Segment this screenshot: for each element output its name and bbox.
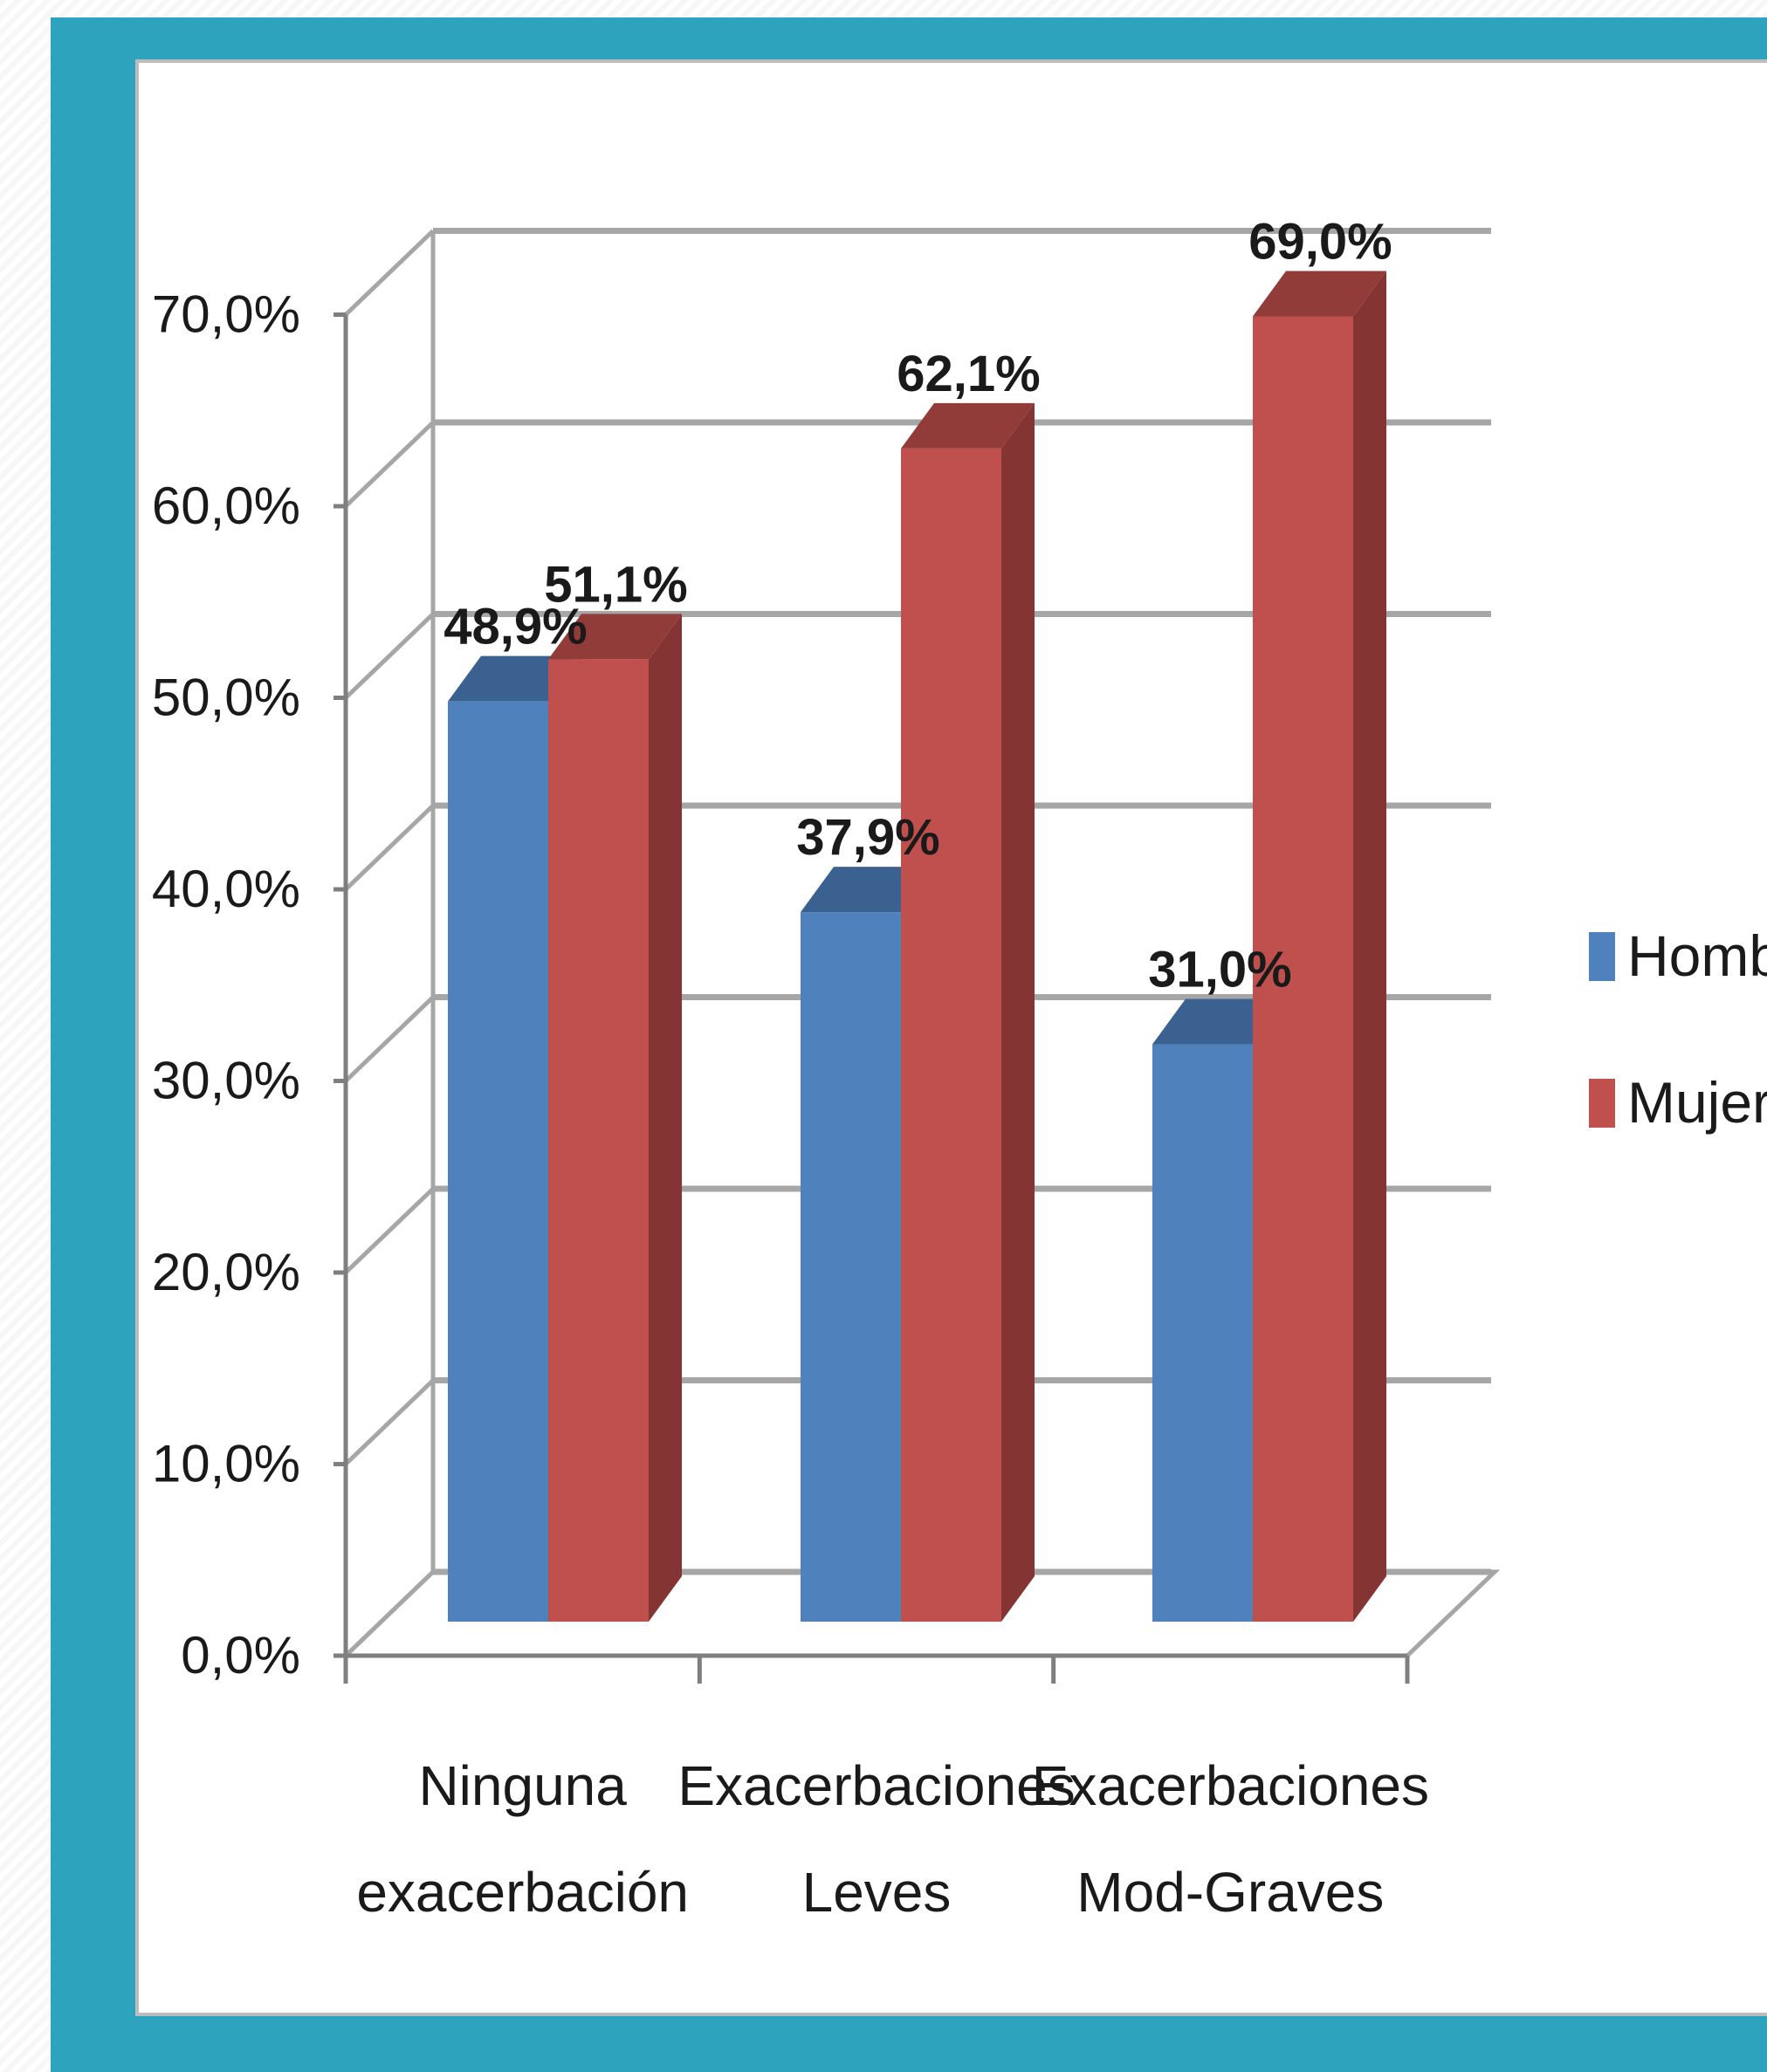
- category-label: Mod-Graves: [1076, 1861, 1384, 1924]
- data-label: 37,9%: [796, 809, 939, 866]
- y-tick-label: 10,0%: [152, 1435, 300, 1493]
- y-tick-label: 50,0%: [152, 669, 300, 727]
- legend-swatch-mujer: [1589, 1079, 1615, 1128]
- category-label: Ninguna: [418, 1754, 627, 1817]
- data-label: 69,0%: [1248, 213, 1392, 270]
- y-tick-label: 20,0%: [152, 1243, 300, 1301]
- y-tick-label: 40,0%: [152, 860, 300, 918]
- bar-mujer: [548, 659, 649, 1622]
- bar-top-hombre: [448, 655, 581, 702]
- x-axis-labels: Ninguna exacerbación Exacerbaciones Leves Ex…: [356, 1754, 1429, 1924]
- bar-top-hombre: [801, 867, 934, 913]
- bar-mujer: [901, 448, 1001, 1622]
- bar-hombre: [801, 912, 901, 1622]
- category-label: Exacerbaciones: [677, 1754, 1075, 1817]
- bar-top-hombre: [1152, 998, 1286, 1045]
- chart-data-labels: 48,9%51,1% 37,9% 62,1% 31,0% 69,0%: [443, 213, 1392, 998]
- y-tick-label: 0,0%: [181, 1626, 300, 1684]
- side-gridline: [344, 804, 435, 891]
- bar-side-mujer: [1353, 271, 1386, 1623]
- y-tick-label: 30,0%: [152, 1052, 300, 1110]
- side-gridline: [344, 995, 435, 1083]
- side-gridline: [344, 1378, 435, 1466]
- category-label: Exacerbaciones: [1032, 1754, 1429, 1817]
- legend-label-mujer: Mujer: [1627, 1070, 1767, 1135]
- y-axis-ticks: 0,0% 10,0% 20,0% 30,0% 40,0% 50,0% 60,0% 70,0%: [152, 285, 300, 1685]
- data-label: 48,9%: [443, 599, 587, 655]
- category-label: Leves: [802, 1861, 952, 1924]
- side-gridline: [344, 1570, 435, 1657]
- category-label: exacerbación: [356, 1861, 689, 1924]
- side-gridline: [344, 612, 435, 700]
- bar-top-mujer: [901, 402, 1035, 449]
- bar-hombre: [448, 701, 548, 1622]
- legend-swatch-hombre: [1589, 932, 1615, 981]
- data-label: 31,0%: [1148, 942, 1291, 998]
- y-tick-label: 70,0%: [152, 285, 300, 344]
- bar-side-mujer: [649, 614, 682, 1622]
- chart-bars: [448, 271, 1386, 1623]
- bar-top-mujer: [1253, 271, 1386, 317]
- data-label: 62,1%: [897, 346, 1040, 402]
- bar-mujer: [1253, 316, 1353, 1623]
- y-tick-label: 60,0%: [152, 477, 300, 535]
- chart-legend: Hombre Mujer: [1589, 923, 1767, 1135]
- bar-top-mujer: [548, 614, 682, 660]
- legend-label-hombre: Hombre: [1627, 923, 1767, 988]
- side-gridline: [344, 229, 435, 317]
- side-gridline: [344, 1187, 435, 1274]
- side-gridline: [344, 421, 435, 508]
- chart-axes: [333, 312, 1410, 1684]
- data-label: 51,1%: [544, 556, 687, 613]
- bar-side-mujer: [1001, 402, 1035, 1622]
- bar-hombre: [1152, 1044, 1253, 1622]
